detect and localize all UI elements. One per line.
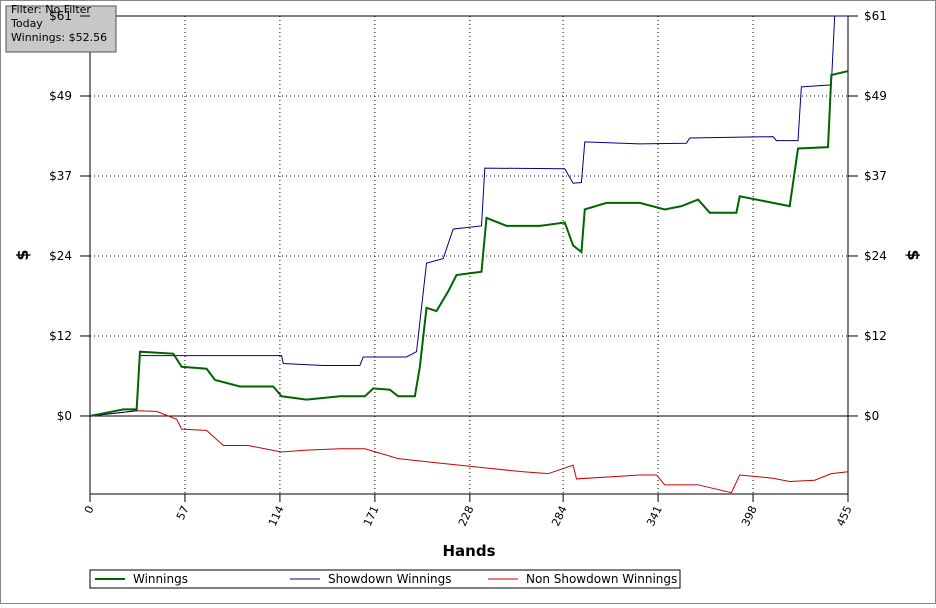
y2-tick-label: $61 (864, 9, 887, 23)
y-tick-label: $24 (49, 249, 72, 263)
y-axis-label: $ (13, 249, 32, 260)
y-tick-label: $49 (49, 89, 72, 103)
series-line (89, 70, 849, 417)
y2-tick-label: $37 (864, 169, 887, 183)
series-line (89, 410, 849, 494)
y2-tick-label: $24 (864, 249, 887, 263)
y2-tick-label: $12 (864, 329, 887, 343)
y-tick-label: $37 (49, 169, 72, 183)
x-axis-label: Hands (442, 542, 495, 560)
x-tick-label: 0 (82, 504, 97, 516)
legend-label: Winnings (133, 572, 188, 586)
series-line (89, 15, 848, 417)
y2-axis-label: $ (904, 249, 923, 260)
info-box (5, 5, 117, 53)
plot-area (89, 15, 849, 495)
legend-label: Showdown Winnings (328, 572, 452, 586)
y-tick-label: $61 (49, 9, 72, 23)
x-tick-label: 57 (174, 504, 192, 522)
info-line: Today (10, 17, 43, 30)
y-tick-label: $0 (57, 409, 72, 423)
y-tick-label: $12 (49, 329, 72, 343)
legend (89, 569, 681, 589)
legend-label: Non Showdown Winnings (526, 572, 677, 586)
info-line: Winnings: $52.56 (11, 31, 107, 44)
y2-tick-label: $49 (864, 89, 887, 103)
info-line: Filter: No Filter (11, 3, 91, 16)
y2-tick-label: $0 (864, 409, 879, 423)
